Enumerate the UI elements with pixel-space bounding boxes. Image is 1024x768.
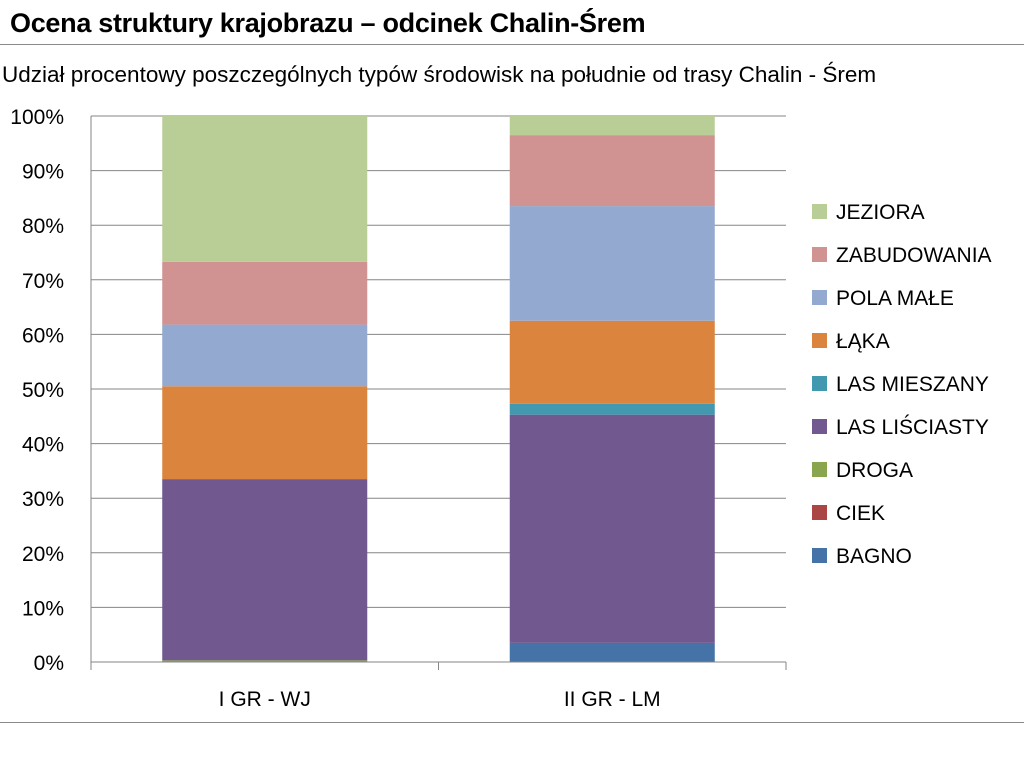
legend-swatch xyxy=(812,204,827,219)
y-tick-label: 80% xyxy=(22,215,64,238)
bar-segment xyxy=(509,320,715,404)
bar-segment xyxy=(162,324,368,387)
legend-label: ŁĄKA xyxy=(836,330,890,353)
bar-segment xyxy=(162,261,368,325)
y-tick-label: 30% xyxy=(22,488,64,511)
legend-label: POLA MAŁE xyxy=(836,287,954,310)
bar-segment xyxy=(509,116,715,136)
y-tick-label: 50% xyxy=(22,379,64,402)
legend: JEZIORA ZABUDOWANIA POLA MAŁE ŁĄKA LAS MIESZ… xyxy=(812,201,992,568)
bar-segment xyxy=(509,206,715,321)
legend-swatch xyxy=(812,462,827,477)
bar-segment xyxy=(162,660,368,662)
bars xyxy=(162,116,715,662)
bar-segment xyxy=(162,479,368,661)
title-divider xyxy=(0,44,1024,45)
y-tick-label: 10% xyxy=(22,597,64,620)
legend-swatch xyxy=(812,333,827,348)
legend-swatch xyxy=(812,505,827,520)
legend-swatch xyxy=(812,376,827,391)
bottom-divider xyxy=(0,722,1024,723)
bar-segment xyxy=(162,386,368,480)
legend-label: LAS MIESZANY xyxy=(836,373,989,396)
y-tick-label: 100% xyxy=(10,106,64,129)
y-tick-label: 0% xyxy=(34,652,64,675)
bar-segment xyxy=(509,414,715,643)
legend-swatch xyxy=(812,419,827,434)
x-tick-label: I GR - WJ xyxy=(219,688,311,711)
bar-segment xyxy=(162,116,368,262)
bar-segment xyxy=(509,135,715,207)
legend-label: CIEK xyxy=(836,502,885,525)
legend-label: JEZIORA xyxy=(836,201,925,224)
x-tick-label: II GR - LM xyxy=(564,688,661,711)
y-tick-label: 40% xyxy=(22,434,64,457)
axes: 0% 10% 20% 30% 40% 50% 60% 70% 80% 90% 100% I GR - … xyxy=(10,106,787,711)
y-tick-label: 90% xyxy=(22,161,64,184)
bar-segment xyxy=(509,403,715,415)
y-tick-label: 20% xyxy=(22,543,64,566)
chart-title: Udział procentowy poszczególnych typów ś… xyxy=(2,62,876,87)
legend-swatch xyxy=(812,548,827,563)
legend-swatch xyxy=(812,247,827,262)
legend-label: DROGA xyxy=(836,459,913,482)
legend-label: ZABUDOWANIA xyxy=(836,244,992,267)
legend-label: LAS LIŚCIASTY xyxy=(836,415,989,439)
y-tick-label: 60% xyxy=(22,324,64,347)
legend-label: BAGNO xyxy=(836,545,912,568)
y-tick-label: 70% xyxy=(22,270,64,293)
legend-swatch xyxy=(812,290,827,305)
slide-title: Ocena struktury krajobrazu – odcinek Cha… xyxy=(10,8,646,38)
bar-segment xyxy=(509,642,715,662)
